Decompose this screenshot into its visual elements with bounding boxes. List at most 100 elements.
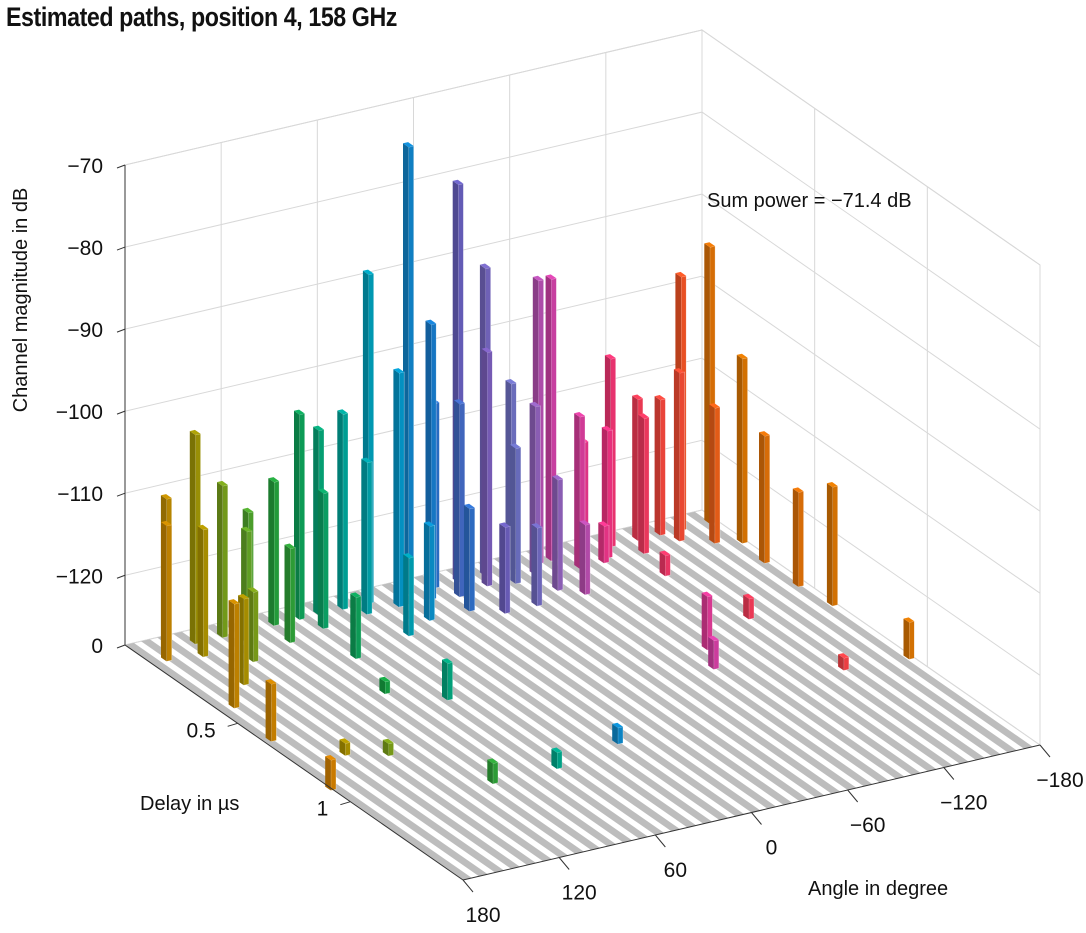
angle-tick [943,767,955,780]
bar [903,617,915,660]
floor-stripe [317,597,665,835]
bar-front-face [557,478,564,592]
bar [228,599,240,709]
angle-axis-label: Angle in degree [808,878,948,900]
bar-top-face [228,599,240,605]
z-tick [116,644,126,649]
bar-top-face [265,679,277,685]
bar-side-face [701,592,708,651]
bar-front-face [323,492,329,630]
bar [197,524,209,658]
grid-walls [124,29,1041,746]
floor-stripe [349,590,697,828]
bar-front-face [447,661,454,701]
bar [612,722,624,745]
floor-stripe [413,575,761,813]
bar-side-face [545,275,552,561]
bar-top-face [510,443,521,449]
angle-tick-label: 60 [664,859,687,882]
bar-side-face [228,600,235,709]
bar-front-face [299,413,306,621]
z-tick [116,246,126,251]
bar [464,503,476,612]
bar-side-face [638,414,644,554]
bar [284,543,296,644]
bar [759,431,771,564]
bar-side-face [339,739,346,756]
bar-side-face [382,739,389,757]
bar-front-face [222,484,229,639]
bar-top-face [238,594,249,600]
bar-top-face [826,482,838,488]
bar-side-face [403,554,409,637]
bar-top-face [552,475,563,481]
bar-front-face [832,485,839,607]
bar [393,368,405,608]
bar-side-face [579,521,586,595]
bar [551,747,563,770]
bar-front-face [408,556,415,637]
angle-tick [751,812,762,825]
bar [552,475,564,592]
bar-top-face [598,521,609,527]
bar-front-face [243,597,250,686]
bar-top-face [659,550,671,556]
delay-tick-label: 0.5 [186,719,215,742]
z-tick [116,410,126,415]
axes: 0 −120 −110 −100 −90 −80 −70 0.5 1 180 120 60 0 −60 −1… [56,155,1084,927]
bar-top-face [325,755,336,761]
bar-top-face [160,494,172,500]
angle-tick [654,834,666,848]
floor-stripe [477,560,825,798]
floor-stripe [653,519,1001,757]
floor-stripe [397,579,745,817]
z-gridline [124,193,1041,430]
bar [487,758,499,785]
bar-top-face [350,592,362,598]
bar [736,353,748,544]
bar-top-face [337,409,348,415]
bar [838,653,850,671]
bar-top-face [759,431,770,437]
bar-top-face [403,553,414,559]
floor-stripe [365,586,713,824]
bar-top-face [379,676,391,682]
bar [423,521,436,622]
bar-top-face [242,507,254,513]
floor-stripe [493,556,841,794]
bar-side-face [552,476,558,591]
bar-side-face [673,369,680,542]
bar-front-face [355,595,362,660]
bar-top-face [838,653,849,659]
bar [531,523,543,607]
bar-top-face [241,526,252,532]
bar-side-face [704,243,710,524]
z-axis-label: Channel magnitude in dB [10,188,32,413]
bar-front-face [202,528,209,658]
delay-axis-line [124,644,464,881]
bar-front-face [843,656,850,671]
bar-top-face [425,319,437,325]
angle-tick [847,789,859,803]
bar-front-face [515,447,522,585]
bar-top-face [317,488,329,494]
floor-stripe [269,609,617,847]
bar-side-face [838,654,844,671]
bar-top-face [792,487,804,493]
bar-front-face [492,761,499,785]
floor-stripe [381,582,729,820]
bar-top-face [339,738,351,744]
bar-side-face [505,380,512,571]
bar-top-face [442,658,453,664]
floor-stripe [141,639,488,877]
floor-stripe [621,526,969,764]
bar-top-face [284,543,296,549]
bar-top-face [701,591,713,597]
bar-top-face [361,457,373,463]
bar-top-face [313,425,324,431]
bar-side-face [903,618,910,660]
floor-stripe [205,624,552,862]
angle-tick [462,879,474,893]
bar-front-face [469,507,476,612]
bar-front-face [429,524,436,622]
